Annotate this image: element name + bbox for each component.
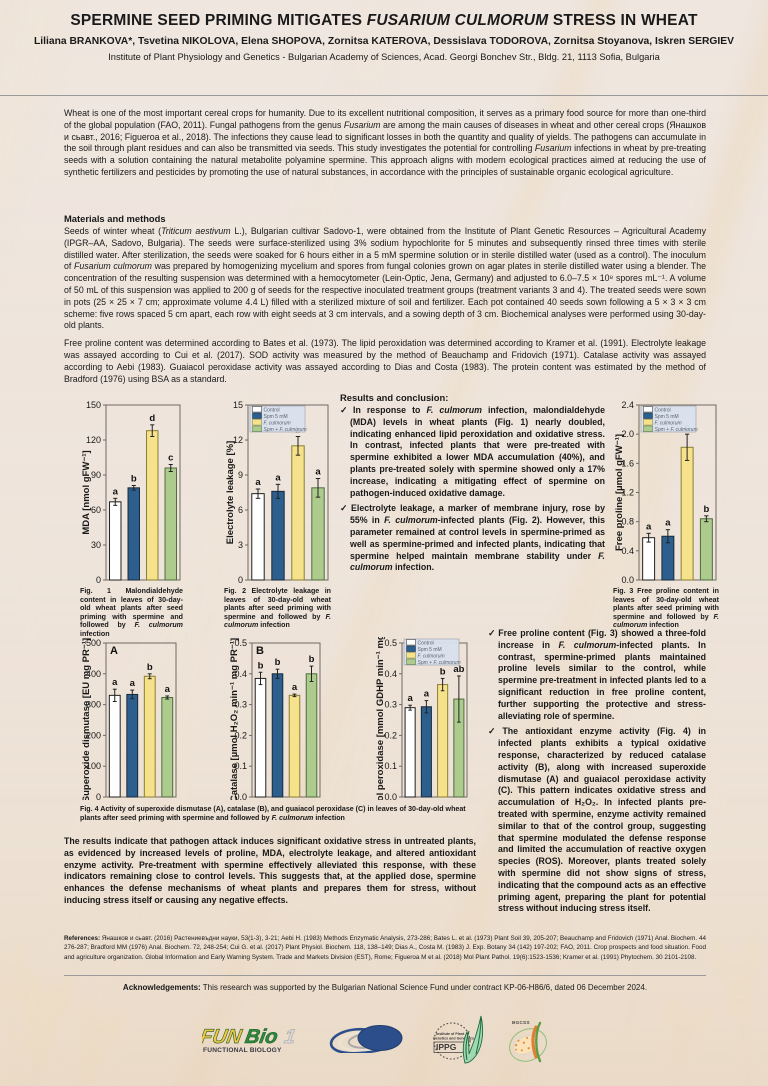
svg-text:F. culmorum: F. culmorum (264, 420, 291, 426)
svg-text:90: 90 (91, 470, 101, 480)
svg-text:0.0: 0.0 (384, 792, 397, 800)
svg-text:0.4: 0.4 (384, 669, 397, 679)
svg-text:Free proline [µmol gFW⁻¹]: Free proline [µmol gFW⁻¹] (614, 434, 625, 551)
svg-text:150: 150 (86, 400, 101, 410)
svg-text:Spm 5 mM: Spm 5 mM (264, 414, 288, 420)
svg-text:0.5: 0.5 (384, 638, 397, 648)
svg-text:a: a (165, 684, 171, 695)
svg-text:Institute of Plant: Institute of Plant (436, 1032, 465, 1036)
svg-text:BGCSS: BGCSS (512, 1020, 530, 1025)
svg-text:Superoxide dismutase [EU mg PR: Superoxide dismutase [EU mg PR⁻¹] (81, 638, 92, 800)
svg-text:2.4: 2.4 (621, 400, 634, 410)
svg-text:A: A (110, 645, 118, 657)
svg-text:a: a (255, 477, 261, 488)
svg-text:Control: Control (418, 640, 434, 646)
svg-text:MDA [nmol gFW⁻¹]: MDA [nmol gFW⁻¹] (81, 450, 92, 534)
svg-text:d: d (149, 413, 155, 424)
svg-text:Spm 5 mM: Spm 5 mM (655, 414, 679, 420)
svg-text:b: b (440, 666, 446, 677)
svg-text:a: a (113, 486, 119, 497)
svg-text:c: c (168, 453, 173, 464)
svg-text:b: b (309, 654, 315, 665)
svg-text:Guaiacol peroxidase [mmol GDHP: Guaiacol peroxidase [mmol GDHP min⁻¹ mg … (375, 637, 386, 800)
svg-text:120: 120 (86, 435, 101, 445)
svg-text:6: 6 (238, 505, 243, 515)
svg-text:b: b (131, 474, 137, 485)
svg-text:b: b (275, 657, 281, 668)
svg-text:30: 30 (91, 540, 101, 550)
svg-text:Catalase [µmol H₂O₂ min⁻¹ mg P: Catalase [µmol H₂O₂ min⁻¹ mg PR⁻¹] (229, 638, 240, 800)
svg-text:60: 60 (91, 505, 101, 515)
svg-text:15: 15 (233, 400, 243, 410)
svg-text:FUNCTIONAL BIOLOGY: FUNCTIONAL BIOLOGY (203, 1047, 282, 1054)
svg-text:9: 9 (238, 470, 243, 480)
svg-text:FUN: FUN (202, 1026, 244, 1048)
svg-text:0.0: 0.0 (621, 575, 634, 583)
svg-text:0.3: 0.3 (384, 700, 397, 710)
svg-text:Spm 5 mM: Spm 5 mM (418, 647, 442, 653)
svg-text:0: 0 (238, 575, 243, 583)
svg-text:a: a (646, 521, 652, 532)
svg-text:Bio: Bio (243, 1026, 279, 1048)
svg-text:F. culmorum: F. culmorum (418, 653, 445, 659)
svg-text:IPPG: IPPG (436, 1042, 457, 1052)
svg-text:Spm + F. culmorum: Spm + F. culmorum (264, 427, 307, 433)
svg-text:a: a (275, 472, 281, 483)
svg-text:Electrolyte leakage [%]: Electrolyte leakage [%] (225, 441, 236, 545)
svg-text:a: a (112, 677, 118, 688)
svg-text:Control: Control (264, 407, 280, 413)
svg-text:0.2: 0.2 (384, 730, 397, 740)
svg-text:a: a (315, 467, 321, 478)
svg-text:B: B (256, 645, 264, 657)
svg-text:0.1: 0.1 (384, 761, 397, 771)
svg-text:b: b (147, 662, 153, 673)
svg-text:a: a (130, 678, 136, 689)
svg-text:F. culmorum: F. culmorum (655, 420, 682, 426)
svg-text:a: a (665, 518, 671, 529)
svg-text:1: 1 (282, 1026, 297, 1048)
svg-text:Spm + F. culmorum: Spm + F. culmorum (418, 660, 461, 666)
svg-text:Spm + F. culmorum: Spm + F. culmorum (655, 427, 698, 433)
svg-text:0: 0 (96, 792, 101, 800)
svg-text:0: 0 (96, 575, 101, 583)
svg-text:b: b (703, 504, 709, 515)
svg-text:a: a (407, 693, 413, 704)
svg-text:a: a (292, 682, 298, 693)
svg-text:b: b (258, 660, 264, 671)
svg-text:a: a (424, 689, 430, 700)
svg-text:Control: Control (655, 407, 671, 413)
svg-text:3: 3 (238, 540, 243, 550)
